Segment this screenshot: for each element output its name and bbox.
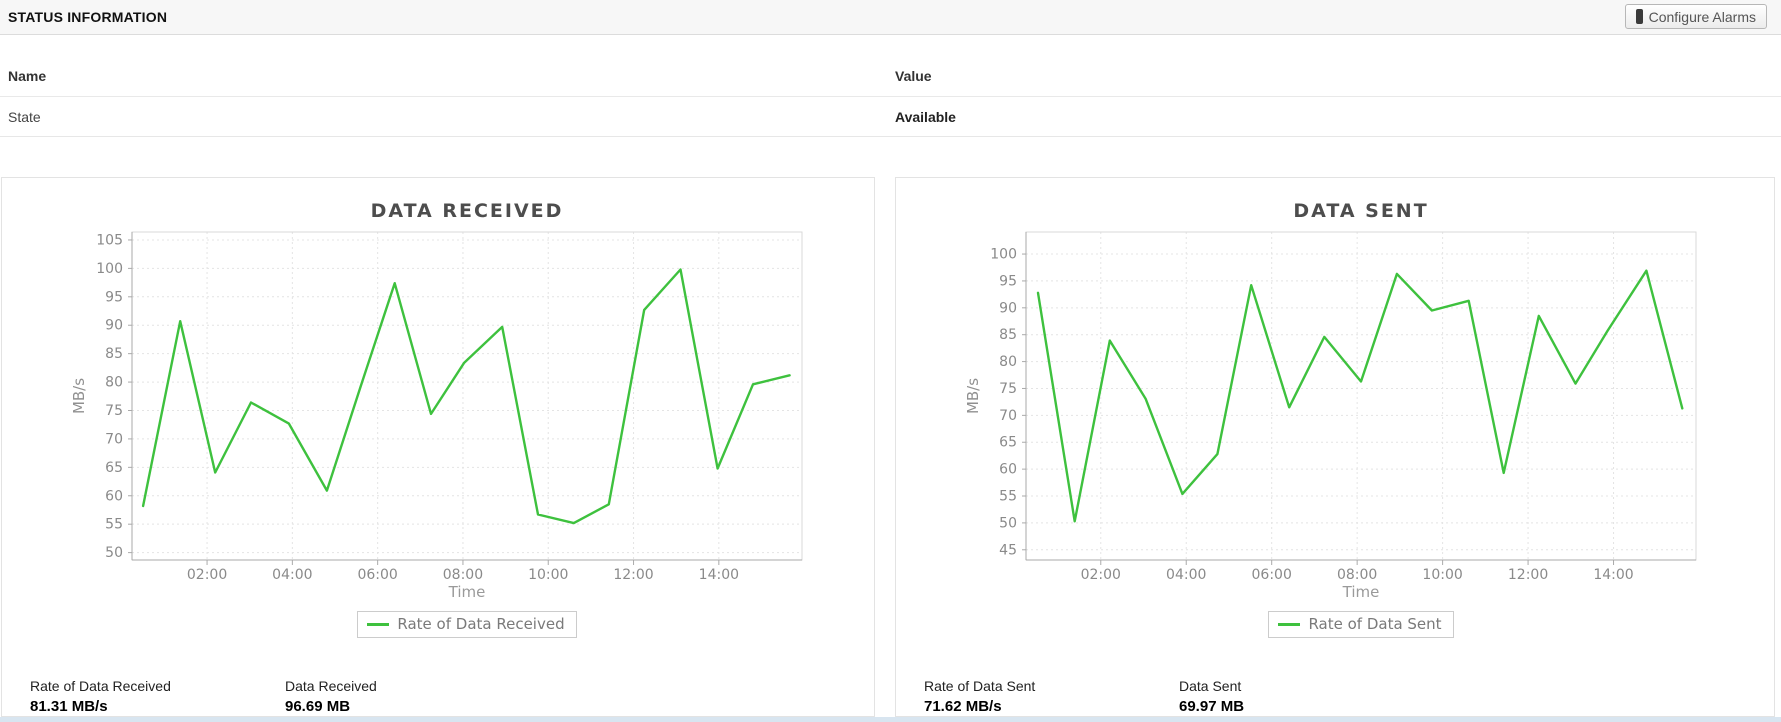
chart-card: DATA RECEIVED 50 55 60 65 70 75 80 85 90 95 100 105…: [1, 177, 875, 717]
svg-text:50: 50: [999, 515, 1017, 531]
stat-label: Data Received: [285, 678, 377, 694]
svg-text:70: 70: [105, 431, 123, 447]
svg-text:06:00: 06:00: [1252, 567, 1292, 583]
svg-text:80: 80: [999, 354, 1017, 370]
svg-text:90: 90: [999, 300, 1017, 316]
svg-text:14:00: 14:00: [699, 567, 739, 583]
stat-value: 71.62 MB/s: [924, 698, 1002, 715]
chart-plot: 50 55 60 65 70 75 80 85 90 95 100 105 02:00 04:00 06:0…: [70, 231, 803, 583]
bottom-divider-strip: [0, 717, 1781, 722]
svg-text:85: 85: [105, 346, 123, 362]
svg-text:70: 70: [999, 408, 1017, 424]
chart-title: DATA RECEIVED: [370, 200, 564, 222]
svg-text:02:00: 02:00: [1081, 567, 1121, 583]
table-row: State Available: [0, 97, 1781, 137]
svg-text:MB/s: MB/s: [964, 378, 982, 414]
legend-label: Rate of Data Received: [397, 615, 565, 633]
chart-title: DATA SENT: [1293, 200, 1429, 222]
status-table: Name Value State Available: [0, 35, 1781, 137]
svg-text:08:00: 08:00: [443, 567, 483, 583]
stat-block: Data Received 96.69 MB: [285, 678, 420, 715]
row-name-state: State: [8, 109, 41, 125]
chart-stats: Rate of Data Received 81.31 MB/s Data Rece…: [30, 678, 377, 715]
svg-text:95: 95: [105, 289, 123, 305]
traffic-light-icon: [1635, 9, 1643, 24]
chart-stats: Rate of Data Sent 71.62 MB/s Data Sent 69.9…: [924, 678, 1244, 715]
status-information-header-bar: STATUS INFORMATION Configure Alarms: [0, 0, 1781, 35]
chart-plot: 45 50 55 60 65 70 75 80 85 90 95 100 02:00 04:00 06:00…: [964, 231, 1697, 583]
legend[interactable]: Rate of Data Sent: [1268, 611, 1454, 638]
svg-text:55: 55: [105, 517, 123, 533]
svg-text:12:00: 12:00: [613, 567, 653, 583]
svg-text:85: 85: [999, 327, 1017, 343]
stat-value: 69.97 MB: [1179, 698, 1245, 715]
chart-card: DATA SENT 45 50 55 60 65 70 75 80 85 90 95 100 02:00…: [895, 177, 1775, 717]
svg-text:10:00: 10:00: [528, 567, 568, 583]
svg-text:65: 65: [105, 460, 123, 476]
legend-line-swatch: [1278, 622, 1301, 626]
stat-value: 96.69 MB: [285, 698, 351, 715]
configure-alarms-button[interactable]: Configure Alarms: [1624, 4, 1767, 29]
row-value-available: Available: [895, 109, 956, 125]
svg-text:08:00: 08:00: [1337, 567, 1377, 583]
configure-alarms-label: Configure Alarms: [1648, 8, 1756, 25]
column-header-name: Name: [8, 68, 47, 84]
svg-text:04:00: 04:00: [1166, 567, 1206, 583]
stat-label: Rate of Data Received: [30, 678, 171, 694]
x-axis-title: Time: [448, 583, 486, 601]
svg-text:75: 75: [105, 403, 123, 419]
svg-text:12:00: 12:00: [1508, 567, 1548, 583]
svg-text:80: 80: [105, 375, 123, 391]
svg-text:60: 60: [105, 488, 123, 504]
stat-block: Rate of Data Sent 71.62 MB/s: [924, 678, 1059, 715]
svg-text:75: 75: [999, 381, 1017, 397]
svg-text:14:00: 14:00: [1593, 567, 1633, 583]
page-title: STATUS INFORMATION: [8, 9, 168, 25]
svg-text:45: 45: [999, 542, 1017, 558]
status-table-header-row: Name Value: [0, 35, 1781, 97]
svg-text:10:00: 10:00: [1422, 567, 1462, 583]
svg-text:100: 100: [96, 261, 123, 277]
stat-block: Rate of Data Received 81.31 MB/s: [30, 678, 171, 715]
x-axis-title: Time: [1342, 583, 1380, 601]
svg-text:90: 90: [105, 318, 123, 334]
svg-text:06:00: 06:00: [357, 567, 397, 583]
legend[interactable]: Rate of Data Received: [357, 611, 577, 638]
svg-text:105: 105: [96, 232, 123, 248]
stat-label: Rate of Data Sent: [924, 678, 1036, 694]
svg-text:60: 60: [999, 462, 1017, 478]
data-series-line: [1036, 269, 1684, 523]
legend-line-swatch: [367, 622, 390, 626]
legend-label: Rate of Data Sent: [1308, 615, 1442, 633]
column-header-value: Value: [895, 68, 932, 84]
stat-block: Data Sent 69.97 MB: [1179, 678, 1314, 715]
svg-text:02:00: 02:00: [187, 567, 227, 583]
svg-text:MB/s: MB/s: [70, 378, 88, 414]
svg-text:95: 95: [999, 273, 1017, 289]
legend-row: Rate of Data Received: [132, 611, 802, 638]
svg-text:65: 65: [999, 435, 1017, 451]
data-series-line: [141, 268, 791, 525]
svg-text:55: 55: [999, 489, 1017, 505]
svg-text:04:00: 04:00: [272, 567, 312, 583]
legend-row: Rate of Data Sent: [1026, 611, 1696, 638]
stat-value: 81.31 MB/s: [30, 698, 108, 715]
svg-text:100: 100: [990, 247, 1017, 263]
svg-text:50: 50: [105, 545, 123, 561]
stat-label: Data Sent: [1179, 678, 1242, 694]
